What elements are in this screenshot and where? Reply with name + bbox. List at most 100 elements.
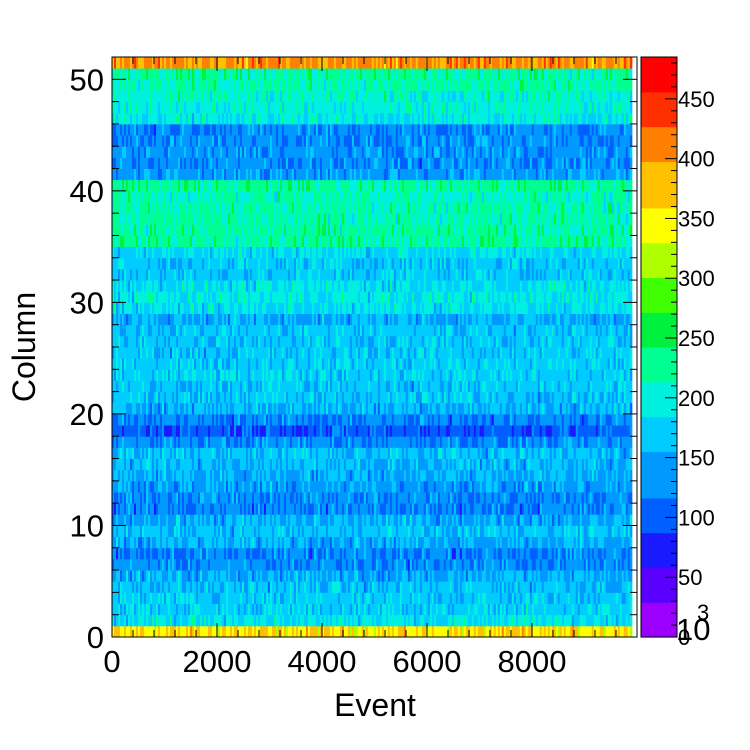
heatmap-cell xyxy=(329,570,333,582)
heatmap-cell xyxy=(619,603,623,616)
heatmap-cell xyxy=(285,592,289,604)
heatmap-cell xyxy=(509,514,513,526)
heatmap-cell xyxy=(585,625,589,638)
heatmap-cell xyxy=(217,570,221,582)
heatmap-cell xyxy=(445,603,449,616)
heatmap-cell xyxy=(607,581,611,593)
heatmap-cell xyxy=(337,514,341,526)
heatmap-cell xyxy=(609,503,613,515)
heatmap-cell xyxy=(205,492,209,504)
heatmap-cell xyxy=(547,525,551,538)
heatmap-cell xyxy=(299,581,303,593)
heatmap-cell xyxy=(449,547,453,560)
heatmap-cell xyxy=(479,614,483,627)
heatmap-cell xyxy=(425,581,429,593)
heatmap-cell xyxy=(441,592,445,604)
heatmap-cell xyxy=(539,503,543,515)
heatmap-cell xyxy=(223,536,227,549)
heatmap-cell xyxy=(169,592,173,604)
heatmap-cell xyxy=(319,558,323,571)
heatmap-cell xyxy=(195,581,199,593)
heatmap-cell xyxy=(137,525,141,538)
heatmap-cell xyxy=(255,592,259,604)
heatmap-cell xyxy=(179,503,183,515)
heatmap-cell xyxy=(595,558,599,571)
heatmap-cell xyxy=(549,581,553,593)
heatmap-cell xyxy=(345,514,349,526)
heatmap-cell xyxy=(503,592,507,604)
heatmap-cell xyxy=(465,603,469,616)
heatmap-cell xyxy=(505,581,509,593)
heatmap-cell xyxy=(571,514,575,526)
heatmap-cell xyxy=(153,603,157,616)
heatmap-cell xyxy=(275,492,279,504)
heatmap-cell xyxy=(381,603,385,616)
heatmap-cell xyxy=(419,503,423,515)
heatmap-cell xyxy=(221,625,225,638)
heatmap-cell xyxy=(114,503,117,515)
heatmap-cell xyxy=(163,536,167,549)
heatmap-cell xyxy=(349,503,353,515)
heatmap-cell xyxy=(287,514,291,526)
heatmap-cell xyxy=(251,536,255,549)
heatmap-cell xyxy=(401,492,405,504)
heatmap-cell xyxy=(177,525,181,538)
heatmap-cell xyxy=(347,592,351,604)
heatmap-cell xyxy=(341,492,345,504)
heatmap-cell xyxy=(433,625,437,638)
heatmap-cell xyxy=(527,614,531,627)
heatmap-cell xyxy=(237,547,241,560)
heatmap-cell xyxy=(477,581,481,593)
heatmap-cell xyxy=(127,581,131,593)
heatmap-cell xyxy=(114,603,117,616)
heatmap-cell xyxy=(315,514,319,526)
heatmap-cell xyxy=(499,525,503,538)
heatmap-cell xyxy=(291,525,295,538)
heatmap-cell xyxy=(509,525,513,538)
heatmap-cell xyxy=(331,525,335,538)
heatmap-cell xyxy=(257,536,261,549)
heatmap-cell xyxy=(131,581,135,593)
heatmap-cell xyxy=(169,503,173,515)
heatmap-cell xyxy=(455,536,459,549)
heatmap-cell xyxy=(161,592,165,604)
heatmap-cell xyxy=(271,503,275,515)
heatmap-cell xyxy=(191,503,195,515)
heatmap-cell xyxy=(559,514,563,526)
heatmap-cell xyxy=(241,558,245,571)
heatmap-cell xyxy=(563,514,567,526)
heatmap-cell xyxy=(611,547,615,560)
heatmap-cell xyxy=(245,525,249,538)
heatmap-cell xyxy=(331,492,335,504)
heatmap-cell xyxy=(181,558,185,571)
heatmap-cell xyxy=(295,581,299,593)
heatmap-cell xyxy=(497,558,501,571)
heatmap-cell xyxy=(605,525,609,538)
heatmap-cell xyxy=(407,614,411,627)
heatmap-cell xyxy=(277,547,281,560)
heatmap-cell xyxy=(621,592,625,604)
heatmap-cell xyxy=(167,503,171,515)
heatmap-cell xyxy=(433,536,437,549)
heatmap-cell xyxy=(155,581,159,593)
heatmap-cell xyxy=(537,614,541,627)
heatmap-cell xyxy=(337,558,341,571)
heatmap-cell xyxy=(529,547,533,560)
heatmap-cell xyxy=(120,570,123,582)
heatmap-cell xyxy=(409,558,413,571)
heatmap-cell xyxy=(393,558,397,571)
heatmap-cell xyxy=(135,614,139,627)
heatmap-cell xyxy=(489,547,493,560)
heatmap-cell xyxy=(503,581,507,593)
heatmap-cell xyxy=(221,570,225,582)
heatmap-cell xyxy=(505,536,509,549)
heatmap-cell xyxy=(377,492,381,504)
heatmap-cell xyxy=(391,514,395,526)
heatmap-cell xyxy=(497,503,501,515)
heatmap-cell xyxy=(185,536,189,549)
heatmap-cell xyxy=(311,503,315,515)
heatmap-cell xyxy=(161,492,165,504)
heatmap-cell xyxy=(157,514,161,526)
heatmap-cell xyxy=(243,603,247,616)
heatmap-cell xyxy=(327,614,331,627)
